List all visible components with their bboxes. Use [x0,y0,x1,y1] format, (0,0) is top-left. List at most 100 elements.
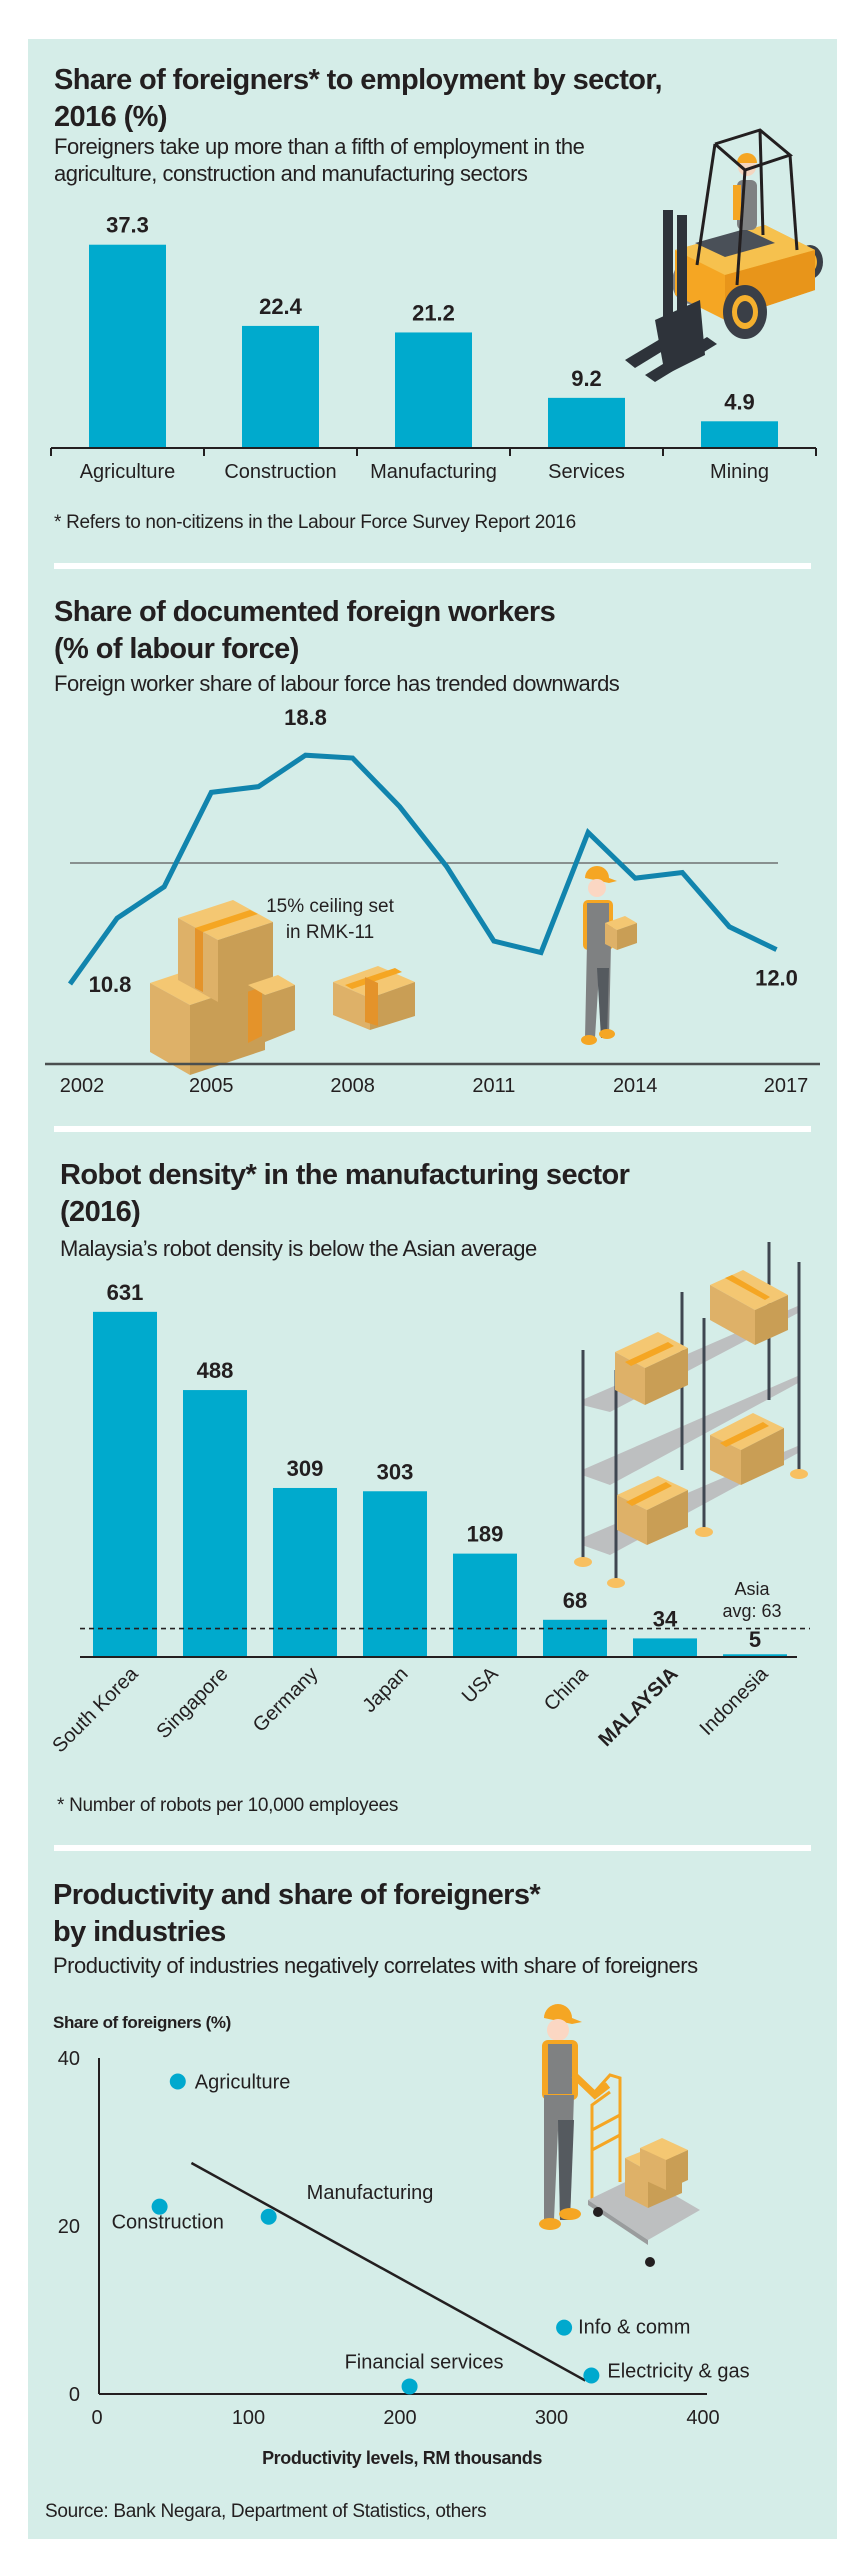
section3-title-line1: Robot density* in the manufacturing sect… [60,1159,630,1191]
x-tick-label: 0 [91,2407,102,2429]
bar-value-label: 4.9 [724,389,755,414]
section4-title-line1: Productivity and share of foreigners* [53,1879,541,1911]
scatter-point-label: Financial services [345,2351,504,2373]
y-tick-label: 20 [58,2216,80,2238]
section1-subtitle: Foreigners take up more than a fifth of … [54,133,585,187]
section2-title-line2: (% of labour force) [54,633,299,665]
y-axis-title: Share of foreigners (%) [53,2013,231,2032]
asia-avg-label-line2: avg: 63 [722,1601,781,1621]
y-tick-label: 0 [69,2384,80,2406]
bar-indonesia [723,1654,787,1657]
section-divider [54,563,811,569]
country-label: Indonesia [696,1662,774,1740]
country-label: USA [458,1663,503,1708]
scatter-point-construction [151,2198,168,2215]
section3-title-line2: (2016) [60,1196,141,1228]
scatter-point-label: Manufacturing [307,2182,434,2204]
section1-subtitle-line2: agriculture, construction and manufactur… [54,161,528,186]
bar-construction [242,325,319,448]
bar-value-label: 68 [563,1588,587,1613]
section1-title-line1: Share of foreigners* to employment by se… [54,64,663,96]
bar-agriculture [89,244,166,448]
year-tick-label: 2005 [189,1075,234,1097]
x-tick-label: 400 [686,2407,719,2429]
bar-value-label: 21.2 [412,300,455,325]
scatter-point-electricity-gas [583,2367,600,2384]
section4-title-line2: by industries [53,1916,226,1948]
x-tick-label: 200 [383,2407,416,2429]
bar-value-label: 309 [287,1456,324,1481]
ceiling-label-line2: in RMK-11 [286,922,374,943]
country-label: South Korea [48,1662,143,1757]
section-divider [54,1845,811,1851]
foreign-workers-line-chart: 15% ceiling set in RMK-11 10.8 18.8 12.0 2… [45,705,820,1097]
trend-line [190,2161,586,2382]
scatter-point-info-comm [556,2319,573,2336]
line-value-label: 12.0 [755,966,798,991]
country-label: MALAYSIA [594,1663,682,1751]
section3-subtitle: Malaysia’s robot density is below the As… [60,1236,537,1261]
line-value-label: 18.8 [284,705,327,730]
productivity-scatter-chart: Share of foreigners (%) 0 20 40 0 100 200 300… [53,2004,750,2468]
bar-japan [363,1491,427,1657]
scatter-point-label: Electricity & gas [607,2361,749,2383]
section2-title: Share of documented foreign workers (% o… [54,594,556,668]
robot-density-bar-chart: 631 488 309 303 189 68 34 5 Asia avg: 63 South … [48,1242,810,1757]
y-tick-label: 40 [58,2048,80,2070]
section1-title-line2: 2016 (%) [54,101,167,133]
bar-value-label: 37.3 [106,213,149,238]
year-tick-label: 2008 [330,1075,375,1097]
section2-title-line1: Share of documented foreign workers [54,596,556,628]
infographic-panel [28,39,837,2539]
bar-singapore [183,1390,247,1657]
worker-carrying-box-icon [581,866,637,1045]
section4-title: Productivity and share of foreigners* by… [53,1877,541,1951]
bar-south-korea [93,1311,157,1657]
country-label: China [540,1662,593,1715]
bar-services [548,397,625,448]
section1-subtitle-line1: Foreigners take up more than a fifth of … [54,134,585,159]
section4-subtitle: Productivity of industries negatively co… [53,1953,698,1978]
foreign-workers-series-line [67,752,778,986]
category-label: Mining [710,461,769,483]
bar-value-label: 303 [377,1459,414,1484]
bar-value-label: 488 [197,1358,234,1383]
section1-title: Share of foreigners* to employment by se… [54,62,663,136]
x-axis-title: Productivity levels, RM thousands [262,2448,542,2468]
x-tick-label: 300 [535,2407,568,2429]
asia-avg-label-line1: Asia [734,1579,770,1599]
x-tick-label: 100 [232,2407,265,2429]
country-label: Singapore [152,1663,232,1743]
bar-value-label: 34 [653,1606,678,1631]
category-label: Agriculture [80,461,176,483]
bar-malaysia [633,1638,697,1657]
country-label: Japan [358,1663,412,1717]
ceiling-label-line1: 15% ceiling set [266,896,395,917]
section1-footnote: * Refers to non-citizens in the Labour F… [54,512,576,533]
bar-mining [701,421,778,448]
scatter-point-label: Info & comm [578,2317,690,2339]
year-tick-label: 2017 [764,1075,809,1097]
section3-title: Robot density* in the manufacturing sect… [60,1157,630,1231]
bar-value-label: 631 [107,1280,144,1305]
bar-value-label: 9.2 [571,366,602,391]
bar-china [543,1619,607,1657]
bar-usa [453,1553,517,1657]
country-label: Germany [249,1663,323,1737]
year-tick-label: 2014 [613,1075,658,1097]
bar-value-label: 189 [467,1522,504,1547]
bar-value-label: 22.4 [259,294,303,319]
category-label: Manufacturing [370,461,497,483]
scatter-point-financial-services [401,2378,418,2395]
bar-manufacturing [395,332,472,448]
scatter-point-label: Construction [112,2212,224,2234]
section2-subtitle: Foreign worker share of labour force has… [54,671,620,696]
worker-pushing-trolley-icon [539,2004,700,2267]
scatter-point-label: Agriculture [195,2072,291,2094]
line-value-label: 10.8 [89,972,132,997]
scatter-point-manufacturing [260,2208,277,2225]
sector-bar-chart: 37.3 Agriculture 22.4 Construction 21.2 Manuf… [50,128,823,483]
category-label: Construction [224,461,336,483]
bar-germany [273,1487,337,1657]
bar-value-label: 5 [749,1627,761,1652]
